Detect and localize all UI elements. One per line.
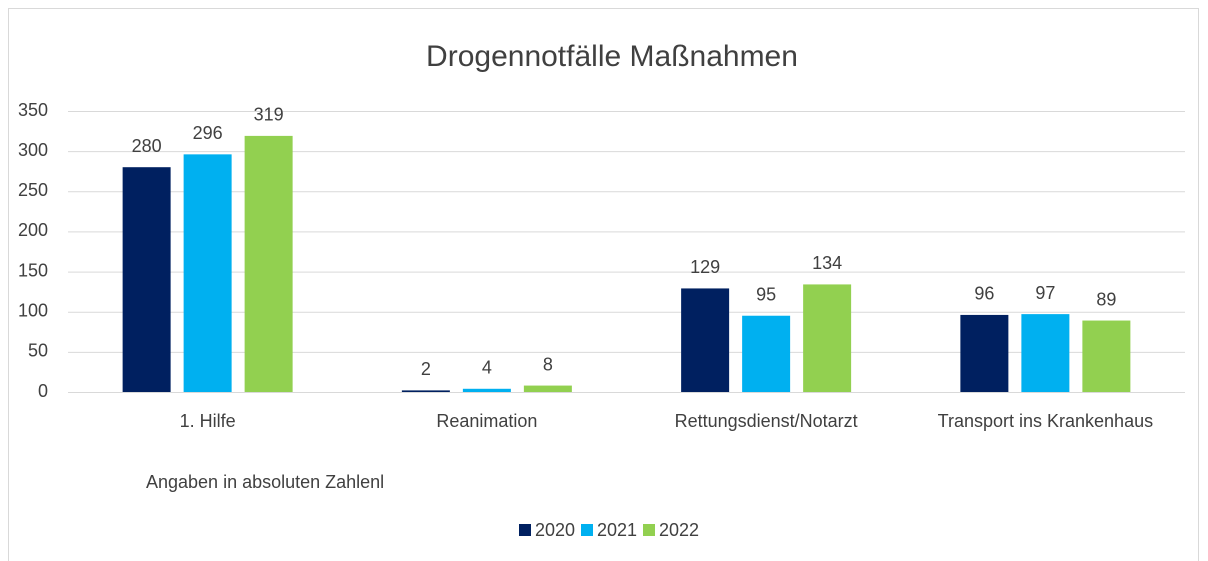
y-tick-label: 250 bbox=[18, 180, 48, 200]
data-label: 2 bbox=[421, 359, 431, 379]
data-label: 96 bbox=[974, 284, 994, 304]
legend-label: 2021 bbox=[597, 520, 637, 540]
data-label: 4 bbox=[482, 358, 492, 378]
bar bbox=[183, 154, 232, 392]
bar bbox=[1021, 314, 1070, 392]
y-tick-label: 150 bbox=[18, 260, 48, 280]
x-tick-label: Rettungsdienst/Notarzt bbox=[675, 411, 858, 431]
data-label: 89 bbox=[1096, 289, 1116, 309]
legend-swatch bbox=[643, 524, 655, 536]
bar bbox=[742, 315, 791, 392]
bar bbox=[681, 288, 730, 392]
data-label: 97 bbox=[1035, 283, 1055, 303]
x-tick-label: Transport ins Krankenhaus bbox=[938, 411, 1153, 431]
data-label: 296 bbox=[193, 123, 223, 143]
chart-border bbox=[8, 8, 1199, 561]
data-label: 8 bbox=[543, 354, 553, 374]
bar bbox=[523, 385, 572, 392]
y-tick-label: 200 bbox=[18, 220, 48, 240]
x-tick-label: 1. Hilfe bbox=[180, 411, 236, 431]
bar bbox=[401, 390, 450, 392]
data-label: 134 bbox=[812, 253, 842, 273]
data-label: 319 bbox=[254, 105, 284, 125]
bar bbox=[1082, 320, 1131, 392]
y-tick-label: 50 bbox=[28, 341, 48, 361]
bar bbox=[803, 284, 852, 392]
legend-label: 2020 bbox=[535, 520, 575, 540]
legend-label: 2022 bbox=[659, 520, 699, 540]
x-tick-label: Reanimation bbox=[436, 411, 537, 431]
y-tick-label: 100 bbox=[18, 300, 48, 320]
annotation: Angaben in absoluten Zahlenl bbox=[146, 472, 384, 492]
data-label: 129 bbox=[690, 257, 720, 277]
bar bbox=[960, 314, 1009, 392]
bar bbox=[122, 167, 171, 392]
bar bbox=[244, 135, 293, 393]
legend-swatch bbox=[581, 524, 593, 536]
legend-swatch bbox=[519, 524, 531, 536]
chart-title: Drogennotfälle Maßnahmen bbox=[426, 40, 798, 73]
y-tick-label: 350 bbox=[18, 100, 48, 120]
bar bbox=[462, 388, 511, 392]
data-label: 280 bbox=[132, 136, 162, 156]
y-tick-label: 0 bbox=[38, 381, 48, 401]
y-tick-label: 300 bbox=[18, 140, 48, 160]
data-label: 95 bbox=[756, 284, 776, 304]
